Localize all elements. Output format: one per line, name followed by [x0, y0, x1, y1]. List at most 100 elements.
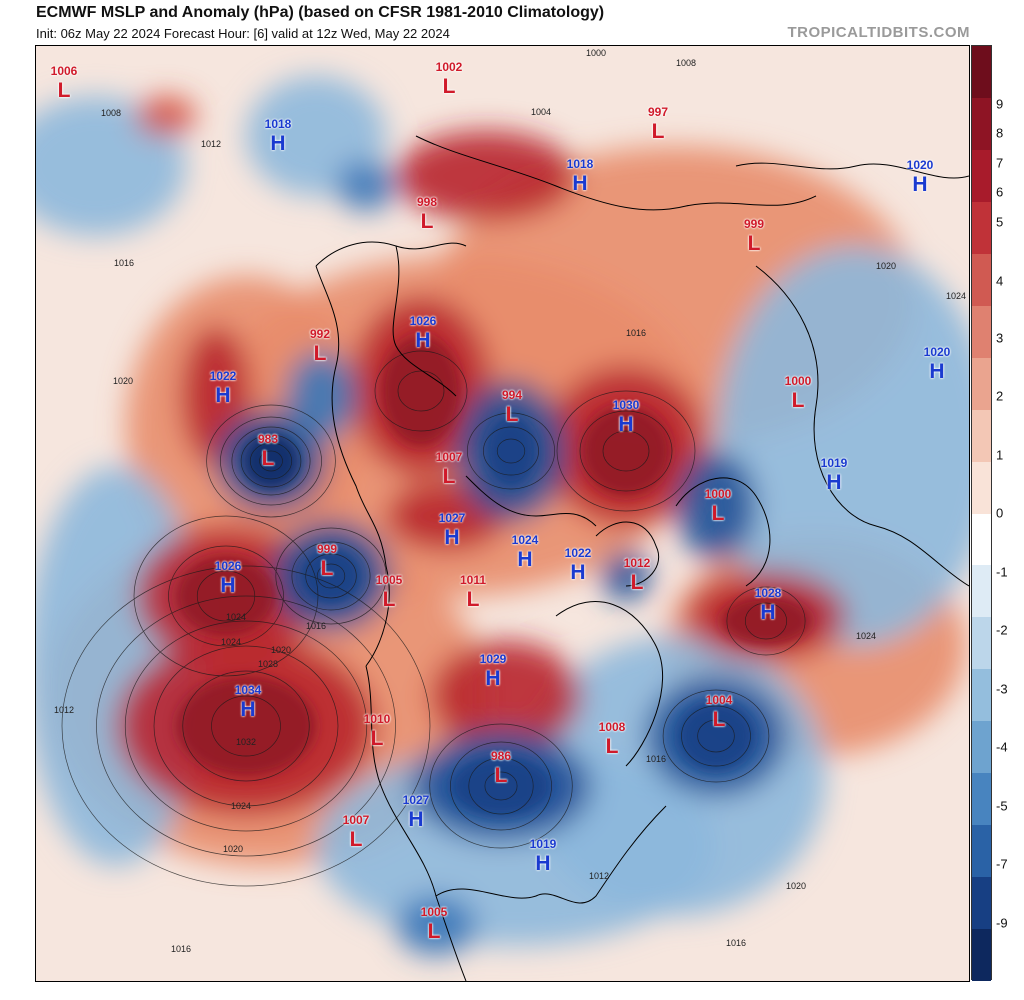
- isobar: [220, 416, 322, 506]
- colorbar-segment: [972, 46, 991, 99]
- low-pressure-center: 1008 L: [599, 721, 626, 757]
- anomaly-core: [301, 548, 361, 604]
- anomaly-core: [243, 433, 299, 489]
- pressure-value: 1024: [511, 533, 539, 547]
- low-pressure-center: 1005 L: [421, 906, 448, 942]
- high-symbol: H: [535, 852, 551, 875]
- low-symbol: L: [57, 79, 71, 102]
- isobar: [96, 595, 396, 857]
- colorbar-tick-label: -5: [996, 798, 1008, 814]
- isobar: [291, 541, 371, 611]
- isobar-label: 1024: [220, 637, 242, 647]
- isobar: [316, 563, 346, 589]
- low-symbol: L: [791, 389, 805, 412]
- coastline: [392, 245, 457, 397]
- map-subtitle: Init: 06z May 22 2024 Forecast Hour: [6]…: [36, 26, 450, 41]
- colorbar-segment: [972, 617, 991, 670]
- low-pressure-center: 1012 L: [624, 557, 651, 593]
- low-symbol: L: [420, 210, 434, 233]
- anomaly-blob: [601, 551, 651, 601]
- isobar-label: 1020: [785, 881, 807, 891]
- low-symbol: L: [630, 571, 644, 594]
- pressure-value: 1007: [342, 813, 370, 827]
- pressure-value: 1020: [906, 158, 934, 172]
- pressure-value: 1029: [479, 652, 507, 666]
- pressure-value: 1011: [459, 573, 487, 587]
- isobar-label: 1012: [53, 705, 75, 715]
- pressure-value: 1005: [420, 905, 448, 919]
- pressure-value: 992: [309, 327, 331, 341]
- anomaly-blob: [676, 451, 756, 561]
- pressure-value: 1026: [409, 314, 437, 328]
- low-symbol: L: [442, 465, 456, 488]
- map-title: ECMWF MSLP and Anomaly (hPa) (based on C…: [36, 4, 605, 21]
- high-pressure-center: 1026 H: [410, 315, 437, 351]
- high-symbol: H: [215, 384, 231, 407]
- anomaly-blob: [431, 641, 581, 751]
- isobar: [259, 450, 283, 472]
- low-pressure-center: 1006 L: [51, 65, 78, 101]
- high-pressure-center: 1022 H: [210, 370, 237, 406]
- pressure-value: 1022: [209, 369, 237, 383]
- high-pressure-center: 1027 H: [439, 512, 466, 548]
- anomaly-cores: [176, 336, 811, 816]
- pressure-value: 1028: [754, 586, 782, 600]
- high-pressure-center: 1019 H: [821, 457, 848, 493]
- coastline: [675, 477, 771, 587]
- high-pressure-center: 1027 H: [403, 794, 430, 830]
- pressure-value: 1022: [564, 546, 592, 560]
- isobar: [429, 723, 573, 849]
- high-pressure-center: 1029 H: [480, 653, 507, 689]
- high-symbol: H: [912, 173, 928, 196]
- pressure-value: 1007: [435, 450, 463, 464]
- isobar-label: 1016: [725, 938, 747, 948]
- isobar: [726, 586, 806, 656]
- high-pressure-center: 1024 H: [512, 534, 539, 570]
- pressure-value: 1008: [598, 720, 626, 734]
- high-pressure-center: 1020 H: [907, 159, 934, 195]
- isobar-label: 1004: [530, 107, 552, 117]
- low-symbol: L: [605, 735, 619, 758]
- colorbar-tick-label: 5: [996, 214, 1004, 230]
- brand-watermark[interactable]: TROPICALTIDBITS.COM: [787, 24, 970, 41]
- isobar-label: 1008: [100, 108, 122, 118]
- isobar: [466, 412, 556, 490]
- pressure-value: 1019: [529, 837, 557, 851]
- isobar: [168, 545, 284, 647]
- isobar-label: 1008: [675, 58, 697, 68]
- colorbar-segment: [972, 357, 991, 411]
- anomaly-core: [176, 676, 316, 776]
- pressure-value: 1005: [375, 573, 403, 587]
- pressure-value: 1019: [820, 456, 848, 470]
- pressure-value: 994: [501, 388, 523, 402]
- colorbar-tick-label: 8: [996, 125, 1004, 141]
- anomaly-blob: [336, 161, 396, 211]
- pressure-value: 1010: [363, 712, 391, 726]
- low-symbol: L: [711, 502, 725, 525]
- isobar: [681, 705, 751, 767]
- coastline: [595, 521, 660, 587]
- anomaly-core: [581, 406, 671, 496]
- isobar: [196, 570, 256, 622]
- low-pressure-center: 983 L: [258, 433, 278, 469]
- isobar-label: 1016: [645, 754, 667, 764]
- isobar-label: 1016: [625, 328, 647, 338]
- colorbar-tick-label: 3: [996, 330, 1004, 346]
- low-symbol: L: [712, 708, 726, 731]
- low-pressure-center: 1002 L: [436, 61, 463, 97]
- pressure-value: 1006: [50, 64, 78, 78]
- colorbar-segment: [972, 253, 991, 307]
- isobar: [124, 620, 368, 832]
- low-symbol: L: [442, 75, 456, 98]
- low-symbol: L: [320, 557, 334, 580]
- low-symbol: L: [466, 588, 480, 611]
- isobar-label: 1024: [230, 801, 252, 811]
- low-pressure-center: 1007 L: [436, 451, 463, 487]
- pressure-value: 1027: [402, 793, 430, 807]
- low-pressure-center: 1000 L: [785, 375, 812, 411]
- isobar-label: 1028: [257, 659, 279, 669]
- isobar-label: 1012: [588, 871, 610, 881]
- pressure-value: 1000: [704, 487, 732, 501]
- anomaly-field: [36, 46, 969, 981]
- isobar-label: 1016: [305, 621, 327, 631]
